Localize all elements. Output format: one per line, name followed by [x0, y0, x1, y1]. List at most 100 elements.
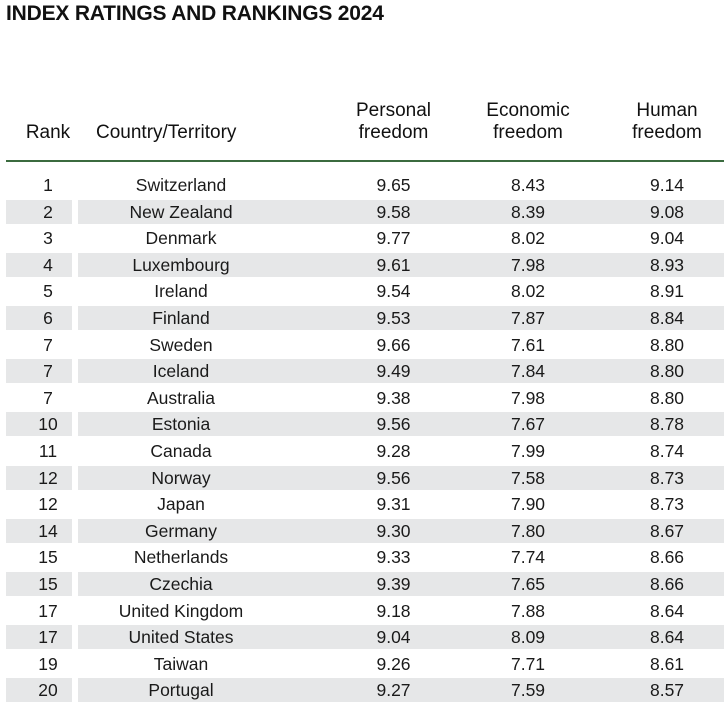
table-row: 7 Sweden 9.66 7.61 8.80 [6, 332, 724, 359]
table-row: 19 Taiwan 9.26 7.71 8.61 [6, 651, 724, 678]
personal-freedom-cell: 9.27 [376, 680, 411, 701]
rank-cell: 7 [43, 361, 53, 382]
human-freedom-cell: 8.67 [649, 520, 685, 541]
rank-cell: 11 [38, 440, 58, 461]
human-freedom-cell: 8.64 [649, 627, 685, 648]
economic-freedom-cell: 7.87 [510, 307, 546, 328]
rank-cell: 4 [43, 254, 53, 275]
human-freedom-cell: 8.73 [649, 467, 685, 488]
country-cell: Finland [152, 307, 210, 328]
personal-freedom-cell: 9.33 [376, 547, 411, 568]
personal-freedom-cell: 9.53 [376, 307, 411, 328]
rank-cell: 10 [38, 414, 58, 435]
economic-freedom-cell: 7.67 [510, 414, 546, 435]
column-header-economic-freedom: Economic freedom [486, 100, 570, 143]
table-body: 1 Switzerland 9.65 8.43 9.14 2 New Zealand 9.58… [6, 172, 724, 704]
rank-cell: 17 [38, 600, 58, 621]
country-cell: Luxembourg [132, 254, 230, 275]
economic-freedom-cell: 8.09 [510, 627, 546, 648]
human-freedom-cell: 9.04 [649, 228, 685, 249]
human-freedom-cell: 8.66 [649, 547, 685, 568]
economic-freedom-cell: 7.71 [510, 653, 546, 674]
column-header-personal-freedom: Personal freedom [356, 100, 431, 143]
economic-freedom-cell: 8.02 [510, 228, 546, 249]
personal-freedom-cell: 9.54 [376, 281, 411, 302]
table-row: 7 Australia 9.38 7.98 8.80 [6, 385, 724, 412]
table-row: 10 Estonia 9.56 7.67 8.78 [6, 411, 724, 438]
human-freedom-cell: 9.14 [649, 175, 685, 195]
personal-freedom-cell: 9.66 [376, 334, 411, 355]
column-header-rank: Rank [25, 122, 71, 143]
personal-freedom-cell: 9.77 [376, 228, 411, 249]
rank-cell: 12 [38, 467, 58, 488]
page-title: INDEX RATINGS AND RANKINGS 2024 [6, 2, 384, 25]
rank-cell: 12 [38, 494, 58, 515]
economic-freedom-cell: 7.90 [510, 494, 546, 515]
economic-freedom-cell: 8.43 [510, 175, 546, 195]
personal-freedom-cell: 9.28 [376, 440, 411, 461]
personal-freedom-cell: 9.49 [376, 361, 411, 382]
personal-freedom-cell: 9.58 [376, 201, 411, 222]
economic-freedom-cell: 7.84 [510, 361, 546, 382]
personal-freedom-cell: 9.04 [376, 627, 411, 648]
column-header-country: Country/Territory [96, 122, 237, 143]
country-cell: Denmark [145, 228, 217, 249]
economic-freedom-cell: 7.98 [510, 387, 546, 408]
economic-freedom-cell: 7.74 [510, 547, 546, 568]
human-freedom-cell: 8.84 [649, 307, 685, 328]
economic-freedom-cell: 7.59 [510, 680, 546, 701]
human-freedom-cell: 8.93 [649, 254, 685, 275]
table-row: 17 United States 9.04 8.09 8.64 [6, 624, 724, 651]
country-cell: Germany [145, 520, 217, 541]
column-header-human-freedom: Human freedom [632, 100, 702, 143]
economic-freedom-cell: 7.88 [510, 600, 546, 621]
table-row: 14 Germany 9.30 7.80 8.67 [6, 518, 724, 545]
personal-freedom-cell: 9.26 [376, 653, 411, 674]
economic-freedom-cell: 7.80 [510, 520, 546, 541]
table-row: 5 Ireland 9.54 8.02 8.91 [6, 278, 724, 305]
country-cell: Norway [151, 467, 211, 488]
economic-freedom-cell: 7.65 [510, 573, 546, 594]
rank-cell: 17 [38, 627, 58, 648]
personal-freedom-cell: 9.39 [376, 573, 411, 594]
rank-cell: 1 [43, 175, 53, 195]
economic-freedom-cell: 7.61 [510, 334, 546, 355]
table-row: 20 Portugal 9.27 7.59 8.57 [6, 677, 724, 704]
table-row: 17 United Kingdom 9.18 7.88 8.64 [6, 598, 724, 625]
country-cell: United States [128, 627, 234, 648]
country-cell: Canada [150, 440, 212, 461]
table-row: 15 Czechia 9.39 7.65 8.66 [6, 571, 724, 598]
economic-freedom-cell: 8.39 [510, 201, 546, 222]
country-cell: Taiwan [153, 653, 209, 674]
rank-cell: 7 [43, 334, 53, 355]
rank-cell: 3 [43, 228, 53, 249]
rank-cell: 6 [43, 307, 53, 328]
table-row: 15 Netherlands 9.33 7.74 8.66 [6, 544, 724, 571]
rank-cell: 5 [43, 281, 53, 302]
country-cell: Ireland [154, 281, 208, 302]
rankings-table: Rank Country/Territory Personal freedom … [6, 98, 724, 704]
country-cell: Switzerland [135, 175, 227, 195]
human-freedom-cell: 8.73 [649, 494, 685, 515]
table-row: 1 Switzerland 9.65 8.43 9.14 [6, 172, 724, 199]
human-freedom-cell: 8.66 [649, 573, 685, 594]
country-cell: Portugal [148, 680, 214, 701]
rank-cell: 2 [43, 201, 53, 222]
personal-freedom-cell: 9.56 [376, 467, 411, 488]
rank-cell: 20 [38, 680, 58, 701]
table-row: 4 Luxembourg 9.61 7.98 8.93 [6, 252, 724, 279]
human-freedom-cell: 8.64 [649, 600, 685, 621]
country-cell: United Kingdom [118, 600, 244, 621]
rank-cell: 14 [38, 520, 58, 541]
table-row: 2 New Zealand 9.58 8.39 9.08 [6, 199, 724, 226]
personal-freedom-cell: 9.18 [376, 600, 411, 621]
personal-freedom-cell: 9.30 [376, 520, 411, 541]
economic-freedom-cell: 7.99 [510, 440, 546, 461]
country-cell: Sweden [149, 334, 213, 355]
human-freedom-cell: 8.80 [649, 361, 685, 382]
rank-cell: 15 [38, 547, 58, 568]
table-header: Rank Country/Territory Personal freedom … [6, 98, 724, 162]
personal-freedom-cell: 9.31 [376, 494, 411, 515]
table-row: 12 Japan 9.31 7.90 8.73 [6, 491, 724, 518]
rank-cell: 7 [43, 387, 53, 408]
